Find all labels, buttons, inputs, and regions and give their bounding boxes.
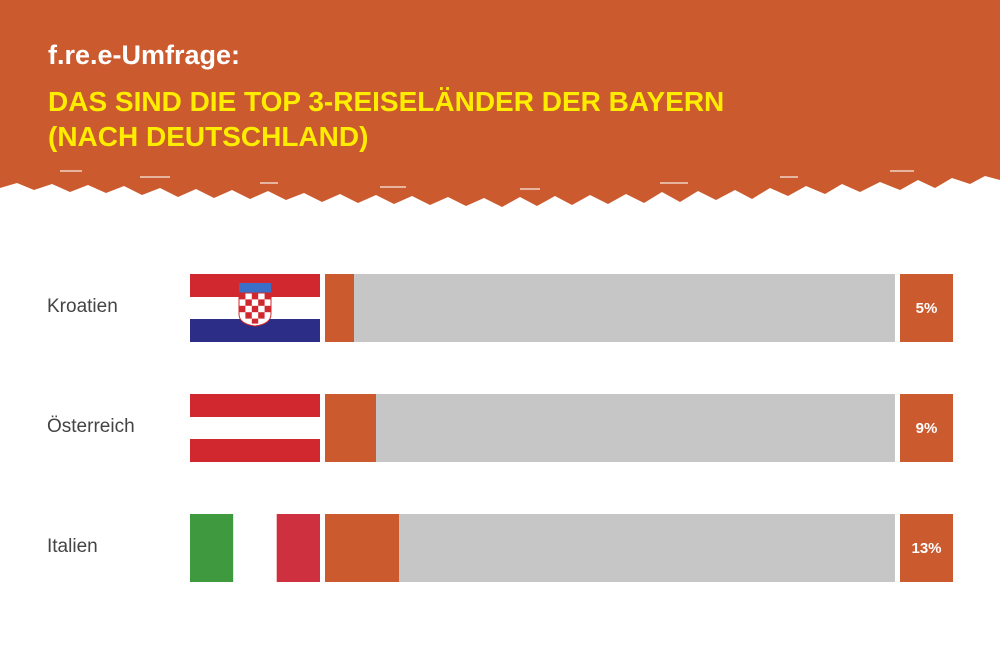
brush-stroke-background [0,0,1000,207]
italy-flag-icon [190,514,320,582]
bar [325,514,399,582]
bar-track [325,274,895,342]
croatia-flag-icon [190,274,320,342]
chart-title: DAS SIND DIE TOP 3-REISELÄNDER DER BAYER… [48,84,724,154]
austria-flag-icon [190,394,320,462]
header-banner: f.re.e-Umfrage: DAS SIND DIE TOP 3-REISE… [0,0,1000,215]
value-label: 9% [900,394,953,462]
category-label: Österreich [47,416,135,437]
title-line-2: (NACH DEUTSCHLAND) [48,121,369,152]
bar-track [325,394,895,462]
category-label: Italien [47,536,98,557]
category-label: Kroatien [47,296,118,317]
value-label: 5% [900,274,953,342]
survey-kicker: f.re.e-Umfrage: [48,40,241,70]
bar [325,394,376,462]
title-line-1: DAS SIND DIE TOP 3-REISELÄNDER DER BAYER… [48,86,725,117]
value-label: 13% [900,514,953,582]
bar-track [325,514,895,582]
bar [325,274,354,342]
